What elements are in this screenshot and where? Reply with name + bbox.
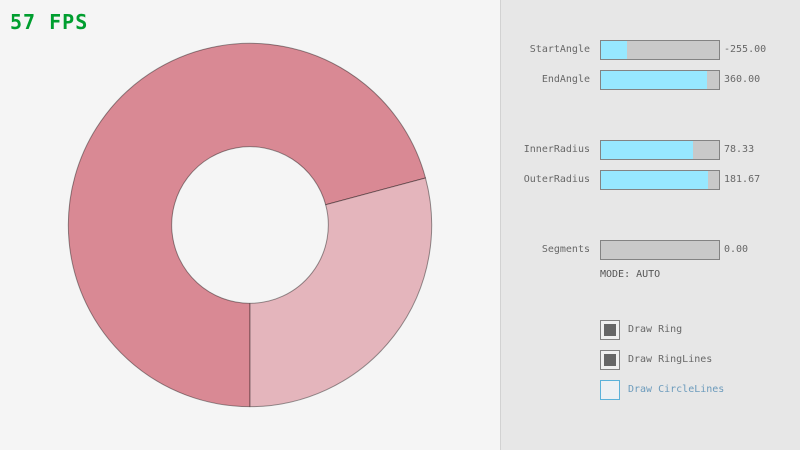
- draw-ring-checkbox[interactable]: [600, 320, 620, 340]
- innerradius-value: 78.33: [724, 144, 755, 155]
- innerradius-slider[interactable]: [600, 140, 720, 160]
- startangle-label: StartAngle: [529, 44, 590, 55]
- segments-label: Segments: [541, 244, 590, 255]
- draw-circlelines-label: Draw CircleLines: [628, 384, 725, 395]
- segments-slider[interactable]: [600, 240, 720, 260]
- double-coverage-sector: [67, 42, 427, 408]
- outerradius-value: 181.67: [724, 174, 761, 185]
- draw-circlelines-checkbox[interactable]: [600, 380, 620, 400]
- endangle-value: 360.00: [724, 74, 761, 85]
- endangle-slider-fill: [601, 71, 707, 89]
- draw-ringlines-label: Draw RingLines: [628, 354, 713, 365]
- draw-ring-label: Draw Ring: [628, 324, 683, 335]
- outerradius-slider-fill: [601, 171, 708, 189]
- mode-label: MODE: AUTO: [600, 269, 661, 280]
- endangle-label: EndAngle: [541, 74, 590, 85]
- innerradius-label: InnerRadius: [523, 144, 590, 155]
- check-mark-icon: [604, 324, 616, 336]
- fps-counter: 57 FPS: [10, 10, 89, 34]
- endangle-slider[interactable]: [600, 70, 720, 90]
- segments-value: 0.00: [724, 244, 749, 255]
- startangle-slider-fill: [601, 41, 627, 59]
- outerradius-label: OuterRadius: [523, 174, 590, 185]
- startangle-slider[interactable]: [600, 40, 720, 60]
- check-mark-icon: [604, 354, 616, 366]
- single-coverage-sector: [249, 177, 433, 408]
- outerradius-slider[interactable]: [600, 170, 720, 190]
- innerradius-slider-fill: [601, 141, 693, 159]
- draw-ringlines-checkbox[interactable]: [600, 350, 620, 370]
- startangle-value: -255.00: [724, 44, 767, 55]
